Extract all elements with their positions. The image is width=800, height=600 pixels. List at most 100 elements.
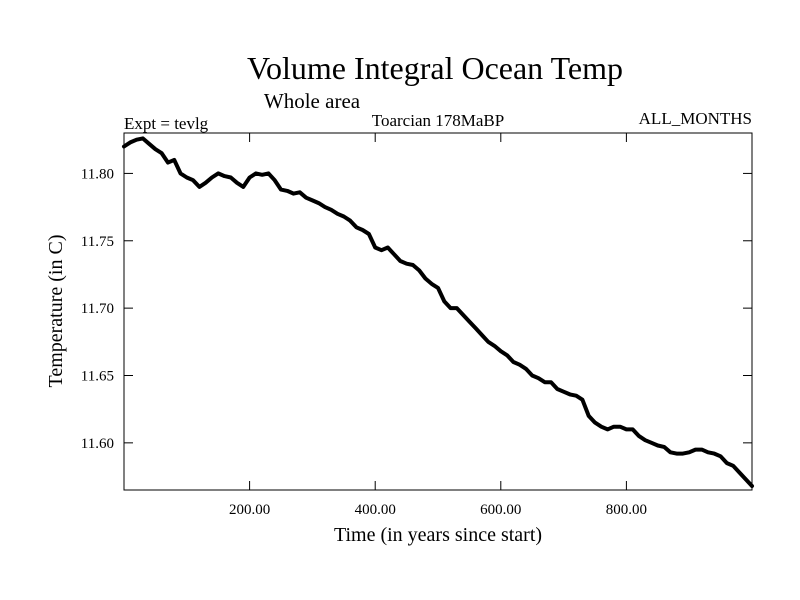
data-point <box>141 136 145 140</box>
data-point <box>229 175 233 180</box>
data-point <box>248 175 252 180</box>
data-point <box>574 394 578 398</box>
data-point <box>153 147 157 151</box>
data-point <box>750 484 754 488</box>
y-axis-label: Temperature (in C) <box>45 235 67 388</box>
data-point <box>172 158 176 162</box>
data-point <box>593 421 597 425</box>
data-point <box>430 282 434 286</box>
data-point <box>505 353 509 357</box>
data-point <box>135 138 139 142</box>
data-point <box>436 286 440 290</box>
data-point <box>204 181 208 185</box>
chart-subtitle: Whole area <box>264 89 361 113</box>
data-point <box>122 144 126 149</box>
data-point <box>480 333 484 337</box>
data-point <box>254 171 258 175</box>
y-tick-label: 11.70 <box>81 301 114 317</box>
data-point <box>530 373 534 378</box>
data-point <box>587 414 591 418</box>
data-point <box>731 464 735 468</box>
data-point <box>555 387 559 391</box>
data-point <box>549 380 553 384</box>
data-point <box>279 188 283 192</box>
data-point <box>486 340 490 344</box>
data-point <box>712 452 716 456</box>
data-point <box>518 363 522 367</box>
data-point <box>499 349 503 353</box>
data-point <box>706 450 710 454</box>
data-point <box>166 161 170 165</box>
data-point <box>191 178 195 182</box>
data-point <box>304 196 308 200</box>
data-point <box>744 477 748 481</box>
x-tick-label: 800.00 <box>606 502 647 518</box>
data-point <box>637 434 641 438</box>
data-point <box>624 427 629 431</box>
chart-title: Volume Integral Ocean Temp <box>247 50 623 86</box>
series-layer <box>122 136 754 488</box>
data-point <box>348 219 352 223</box>
data-point <box>524 367 528 371</box>
y-tick-label: 11.80 <box>81 166 114 182</box>
data-point <box>662 445 666 449</box>
data-point <box>128 140 132 144</box>
data-point <box>536 376 541 380</box>
data-point <box>461 313 465 317</box>
data-point <box>197 185 201 189</box>
data-point <box>185 175 189 180</box>
data-point <box>147 142 151 146</box>
data-point <box>310 198 314 202</box>
data-point <box>373 245 377 250</box>
data-point <box>235 181 239 185</box>
data-point <box>216 171 220 175</box>
data-point <box>675 452 679 456</box>
series-line <box>122 136 754 488</box>
data-point <box>606 427 610 431</box>
data-point <box>317 201 321 205</box>
months-label: ALL_MONTHS <box>639 109 752 128</box>
data-point <box>386 245 390 250</box>
data-point <box>543 380 547 384</box>
x-tick-label: 600.00 <box>480 502 521 518</box>
data-point <box>417 268 421 272</box>
data-point <box>354 225 358 229</box>
data-point <box>643 438 647 442</box>
data-point <box>367 232 371 236</box>
data-point <box>725 461 729 465</box>
data-point <box>241 185 245 189</box>
data-point <box>511 360 515 364</box>
data-point <box>342 214 346 219</box>
data-point <box>323 205 327 209</box>
data-point <box>649 441 654 445</box>
experiment-label: Expt = tevlg <box>124 114 209 133</box>
data-point <box>455 306 459 310</box>
data-point <box>298 190 302 194</box>
data-point <box>737 470 742 475</box>
data-point <box>449 306 453 310</box>
data-point <box>668 450 673 454</box>
data-point <box>492 344 497 348</box>
data-point <box>656 443 660 448</box>
data-point <box>681 452 685 456</box>
data-point <box>273 178 277 182</box>
data-point <box>292 192 296 196</box>
data-point <box>160 151 164 155</box>
data-point <box>260 173 264 177</box>
data-point <box>631 427 635 431</box>
y-tick-label: 11.65 <box>81 368 114 384</box>
x-axis-label: Time (in years since start) <box>334 524 542 546</box>
data-point <box>210 175 214 180</box>
x-axis: 200.00 400.00 600.00 800.00 <box>229 133 647 518</box>
data-point <box>442 299 446 303</box>
data-point <box>562 390 566 394</box>
data-point <box>580 398 585 402</box>
data-point <box>266 171 270 175</box>
data-point <box>178 171 183 175</box>
data-point <box>405 262 409 266</box>
plot-frame <box>123 132 753 491</box>
data-point <box>361 228 365 232</box>
data-point <box>398 259 402 263</box>
data-point <box>379 248 384 252</box>
